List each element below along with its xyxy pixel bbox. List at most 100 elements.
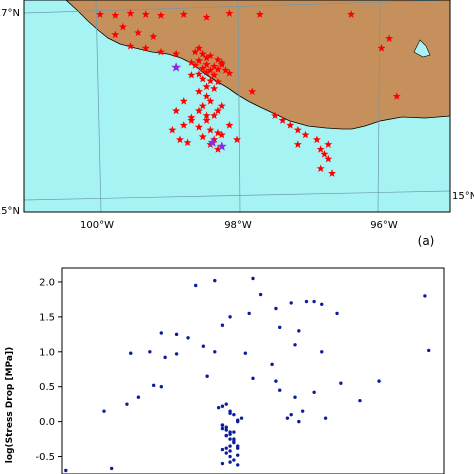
scatter-point — [320, 302, 324, 307]
scatter-point — [239, 416, 244, 420]
event-star — [217, 101, 226, 110]
event-star — [210, 62, 219, 70]
event-star — [377, 43, 386, 52]
scatter-point — [220, 423, 225, 427]
event-star — [213, 77, 222, 86]
scatter-point — [243, 351, 248, 355]
scatter-point — [270, 362, 274, 367]
event-star — [221, 66, 230, 74]
lat-label-15n-right: 15°N — [452, 191, 474, 202]
lon-label-98w: 98°W — [224, 220, 252, 231]
highlighted-event-star — [207, 137, 218, 147]
scatter-point — [228, 315, 232, 319]
scatter-point — [136, 395, 141, 399]
graticule-line — [377, 0, 381, 213]
event-star — [213, 65, 222, 73]
scatter-point — [423, 294, 427, 298]
scatter-point — [205, 374, 209, 378]
earthquake-stars — [96, 9, 401, 177]
event-star — [198, 49, 207, 58]
event-star — [312, 135, 321, 144]
event-star — [168, 125, 177, 134]
event-star — [324, 140, 333, 148]
scatter-point — [377, 379, 381, 383]
event-star — [149, 32, 158, 41]
scatter-point — [224, 451, 228, 455]
event-star — [271, 111, 280, 120]
scatter-point — [251, 276, 255, 281]
scatter-point — [148, 350, 152, 354]
event-star — [225, 9, 234, 17]
event-star — [187, 58, 196, 67]
event-star — [198, 74, 207, 83]
event-star — [156, 11, 165, 19]
scatter-points — [64, 276, 431, 473]
scatter-point — [220, 323, 225, 327]
event-star — [194, 56, 203, 65]
scatter-point — [285, 416, 290, 420]
event-star — [141, 10, 150, 18]
event-star — [202, 82, 211, 91]
scatter-point — [358, 398, 362, 403]
event-star — [118, 22, 127, 31]
event-star — [217, 58, 226, 67]
event-star — [248, 87, 257, 95]
scatter-point — [232, 412, 236, 417]
event-star — [194, 43, 203, 52]
scatter-point — [236, 463, 240, 467]
scatter-point — [228, 411, 232, 415]
lon-label-96w: 96°W — [370, 220, 398, 231]
event-star — [225, 121, 234, 129]
event-star — [385, 34, 394, 42]
y-tick-label: 1.0 — [39, 347, 55, 358]
scatter-point — [293, 343, 297, 347]
scatter-point — [224, 433, 228, 438]
scatter-point — [186, 336, 190, 340]
graticule-line — [23, 0, 451, 14]
scatter-point — [228, 432, 232, 436]
graticule-line — [237, 0, 241, 213]
event-star — [213, 106, 222, 115]
scatter-point — [236, 418, 240, 422]
event-star — [301, 130, 310, 139]
scatter-point — [236, 446, 240, 450]
scatter-point — [339, 381, 343, 385]
event-star — [316, 145, 325, 153]
scatter-point — [102, 409, 106, 413]
event-star — [213, 55, 222, 64]
land-mass — [65, 0, 451, 130]
scatter-point — [289, 301, 293, 305]
event-star — [141, 43, 150, 52]
event-star — [187, 116, 196, 124]
event-star — [187, 70, 196, 79]
scatter-point — [224, 446, 228, 450]
y-tick-label: -0.5 — [35, 452, 55, 463]
event-star — [324, 154, 333, 163]
scatter-point — [216, 405, 221, 410]
event-star — [210, 135, 219, 144]
event-star — [179, 121, 188, 129]
event-star — [194, 106, 203, 115]
scatter-point — [323, 416, 328, 420]
scatter-point — [232, 437, 236, 441]
event-star — [156, 47, 165, 56]
event-star — [111, 11, 120, 19]
scatter-point — [159, 331, 164, 335]
scatter-point — [213, 350, 217, 354]
scatter-plot-area — [61, 267, 445, 474]
event-star — [293, 140, 302, 148]
scatter-point — [159, 385, 164, 389]
scatter-point — [247, 311, 251, 316]
scatter-point — [220, 426, 225, 431]
scatter-point — [320, 350, 324, 354]
highlighted-event-star — [171, 62, 182, 72]
event-star — [217, 130, 226, 139]
event-star — [255, 10, 264, 18]
scatter-point — [224, 402, 228, 406]
event-star — [202, 53, 211, 62]
event-star — [206, 96, 215, 105]
lat-label-17n: 17°N — [0, 8, 20, 19]
y-axis-label: log(Stress Drop [MPa]) — [5, 347, 15, 463]
event-star — [213, 145, 222, 153]
